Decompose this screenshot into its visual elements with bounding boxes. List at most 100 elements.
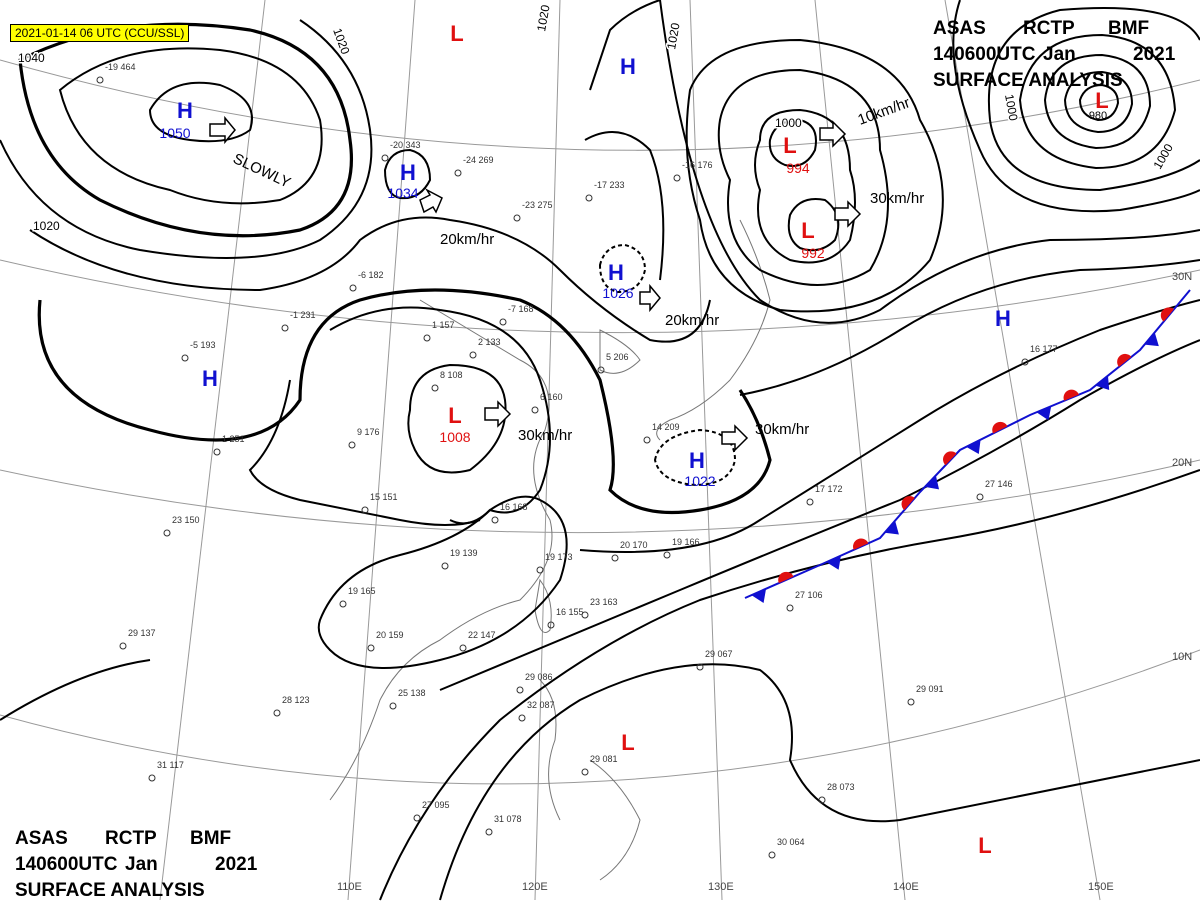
motion-label: 20km/hr [440,231,494,248]
station-label: 8 108 [440,370,463,380]
isobar [659,0,1200,324]
pressure-value: 994 [786,160,810,176]
isobar [439,663,1200,901]
pressure-center: L [801,218,814,243]
isobars [0,0,1200,901]
station-marker [367,644,375,652]
station-label: 30 064 [777,837,805,847]
station-marker [441,562,449,570]
station-label: 14 209 [652,422,680,432]
station-label: 29 067 [705,649,733,659]
isobar-label: 1020 [33,219,60,233]
coastline [599,329,641,374]
cold-front-triangle [1144,332,1159,347]
header-text: Jan [1043,44,1076,65]
isobar-label: 1020 [664,21,682,50]
pressure-value: 1022 [684,473,715,489]
warm-front-semicircle [778,571,794,584]
station-label: 25 138 [398,688,426,698]
isobar [768,118,817,167]
station-marker [423,334,431,342]
pressure-center: L [1095,88,1108,113]
coastlines [329,219,771,881]
isobar-label: 1000 [775,116,802,130]
station-marker [485,828,493,836]
warm-front-semicircle [1117,353,1132,367]
cold-front-triangle [826,555,841,570]
motion-label: 30km/hr [870,190,924,207]
meridian [534,0,561,901]
station-label: 28 073 [827,782,855,792]
pressure-center: L [450,21,463,46]
station-marker [413,814,421,822]
motion-label: 20km/hr [665,312,719,329]
station-label: 29 081 [590,754,618,764]
warm-front-semicircle [943,451,957,466]
station-label: -7 168 [508,304,534,314]
station-label: -6 182 [358,270,384,280]
latitude-label: 10N [1172,651,1192,663]
motion-label: 30km/hr [518,427,572,444]
station-marker [673,174,681,182]
isobar [739,259,1200,396]
pressure-value: 1050 [159,125,190,141]
timestamp-badge: 2021-01-14 06 UTC (CCU/SSL) [10,24,190,42]
isobar [1078,83,1120,122]
station-label: 16 168 [500,502,528,512]
station-marker [499,318,507,326]
meridian [814,0,906,901]
station-marker [339,600,347,608]
station-label: 19 139 [450,548,478,558]
station-label: 15 151 [370,492,398,502]
station-marker [181,354,189,362]
isobar [379,469,1200,901]
pressure-center: H [620,54,636,79]
cold-front-triangle [1095,375,1110,390]
station-label: -17 233 [594,180,625,190]
station-marker [361,506,369,514]
isobar [439,339,1200,691]
station-marker [96,76,104,84]
warm-front-semicircle [1160,307,1174,322]
station-label: 29 091 [916,684,944,694]
station-label: 29 086 [525,672,553,682]
isobar [383,148,432,200]
cold-front-triangle [1036,406,1052,421]
isobar [1043,53,1152,150]
header-text: SURFACE ANALYSIS [933,70,1123,91]
station-label: -20 343 [390,140,421,150]
station-marker [806,498,814,506]
station-marker [696,663,704,671]
isobar [987,7,1200,192]
station-label: 29 137 [128,628,156,638]
isobar [685,38,944,313]
station-label: 27 095 [422,800,450,810]
isobar [787,198,840,252]
station-marker [1021,358,1029,366]
motion-arrow [209,115,236,145]
isobar-label: 1020 [534,3,552,32]
station-label: 31 117 [157,760,184,770]
motion-label: 30km/hr [755,421,809,438]
station-marker [531,406,539,414]
station-label: 19 173 [545,552,573,562]
longitude-label: 120E [522,881,548,893]
front-symbols [751,307,1174,603]
isobar [717,68,889,286]
motion-arrow [419,188,443,214]
cold-front-triangle [751,588,767,603]
pressure-center: H [608,260,624,285]
header-text: 2021 [1133,44,1176,65]
header-text: 140600UTC [15,854,118,875]
station-marker [768,851,776,859]
station-marker [348,441,356,449]
motion-arrow [484,400,512,428]
header-text: RCTP [105,828,157,849]
station-label: 20 170 [620,540,648,550]
header-text: Jan [125,854,158,875]
warm-front-semicircle [992,421,1008,434]
station-label: -5 193 [190,340,216,350]
pressure-center: L [783,133,796,158]
motion-arrow [721,424,749,452]
station-marker [491,516,499,524]
